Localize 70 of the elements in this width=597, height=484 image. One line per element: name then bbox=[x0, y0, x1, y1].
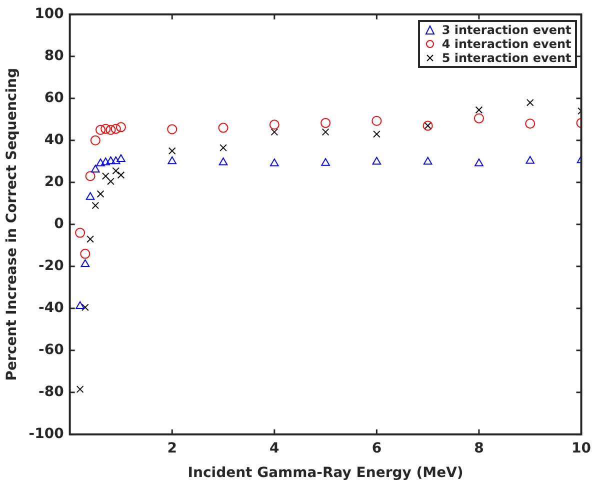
point bbox=[218, 157, 228, 166]
point bbox=[525, 118, 536, 129]
y-tick-label: 20 bbox=[44, 174, 64, 190]
x-tick-label: 8 bbox=[474, 440, 484, 456]
point bbox=[110, 124, 121, 134]
y-tick-label: -100 bbox=[28, 426, 64, 442]
point bbox=[107, 178, 114, 186]
y-tick-label: 100 bbox=[34, 6, 64, 22]
point bbox=[270, 128, 278, 136]
point bbox=[101, 157, 110, 166]
y-tick-label: -20 bbox=[38, 258, 64, 274]
point bbox=[96, 190, 104, 198]
y-tick-label: 60 bbox=[44, 90, 64, 106]
point bbox=[80, 259, 90, 268]
x-tick-label: 6 bbox=[372, 440, 382, 456]
point bbox=[111, 156, 120, 164]
y-tick-label: -40 bbox=[38, 300, 64, 316]
point bbox=[96, 158, 105, 166]
x-tick-label: 2 bbox=[167, 440, 177, 456]
point bbox=[526, 98, 534, 106]
point bbox=[75, 228, 86, 238]
point bbox=[474, 158, 484, 166]
y-tick-label: 0 bbox=[54, 216, 64, 232]
point bbox=[423, 156, 432, 165]
point bbox=[218, 122, 228, 133]
y-tick-label: 40 bbox=[44, 132, 64, 148]
point bbox=[320, 118, 331, 128]
point bbox=[526, 156, 535, 164]
point bbox=[76, 301, 84, 310]
legend-label: 3 interaction event bbox=[442, 23, 572, 38]
point bbox=[168, 147, 176, 155]
y-tick-label: 80 bbox=[44, 48, 64, 64]
point bbox=[100, 124, 111, 134]
point bbox=[76, 386, 84, 393]
point bbox=[102, 172, 110, 180]
point bbox=[220, 144, 227, 152]
point bbox=[116, 122, 126, 132]
y-tick-label: -60 bbox=[38, 342, 64, 358]
y-axis-title: Percent Increase in Correct Sequencing bbox=[4, 68, 20, 381]
point bbox=[86, 192, 95, 200]
point bbox=[372, 156, 382, 165]
point bbox=[474, 113, 484, 124]
point bbox=[91, 164, 100, 173]
point bbox=[372, 116, 382, 126]
point bbox=[117, 171, 125, 179]
legend-label: 4 interaction event bbox=[442, 37, 572, 52]
point bbox=[112, 167, 120, 175]
x-axis-title: Incident Gamma-Ray Energy (MeV) bbox=[188, 465, 464, 482]
point bbox=[270, 158, 279, 166]
point bbox=[96, 124, 106, 135]
point bbox=[116, 154, 126, 162]
legend-label: 5 interaction event bbox=[442, 51, 572, 66]
x-tick-label: 10 bbox=[572, 440, 592, 456]
point bbox=[106, 124, 116, 135]
point bbox=[106, 156, 116, 164]
point bbox=[321, 158, 330, 166]
point bbox=[475, 106, 483, 114]
point bbox=[85, 171, 96, 182]
point bbox=[269, 120, 280, 130]
point bbox=[81, 304, 89, 312]
point bbox=[86, 235, 94, 243]
point bbox=[80, 248, 90, 259]
x-tick-label: 4 bbox=[270, 440, 280, 456]
point bbox=[90, 135, 100, 146]
point bbox=[168, 156, 177, 164]
point bbox=[167, 124, 178, 134]
point bbox=[92, 202, 100, 210]
y-tick-label: -80 bbox=[38, 384, 64, 400]
point bbox=[373, 130, 380, 138]
point bbox=[322, 128, 330, 136]
